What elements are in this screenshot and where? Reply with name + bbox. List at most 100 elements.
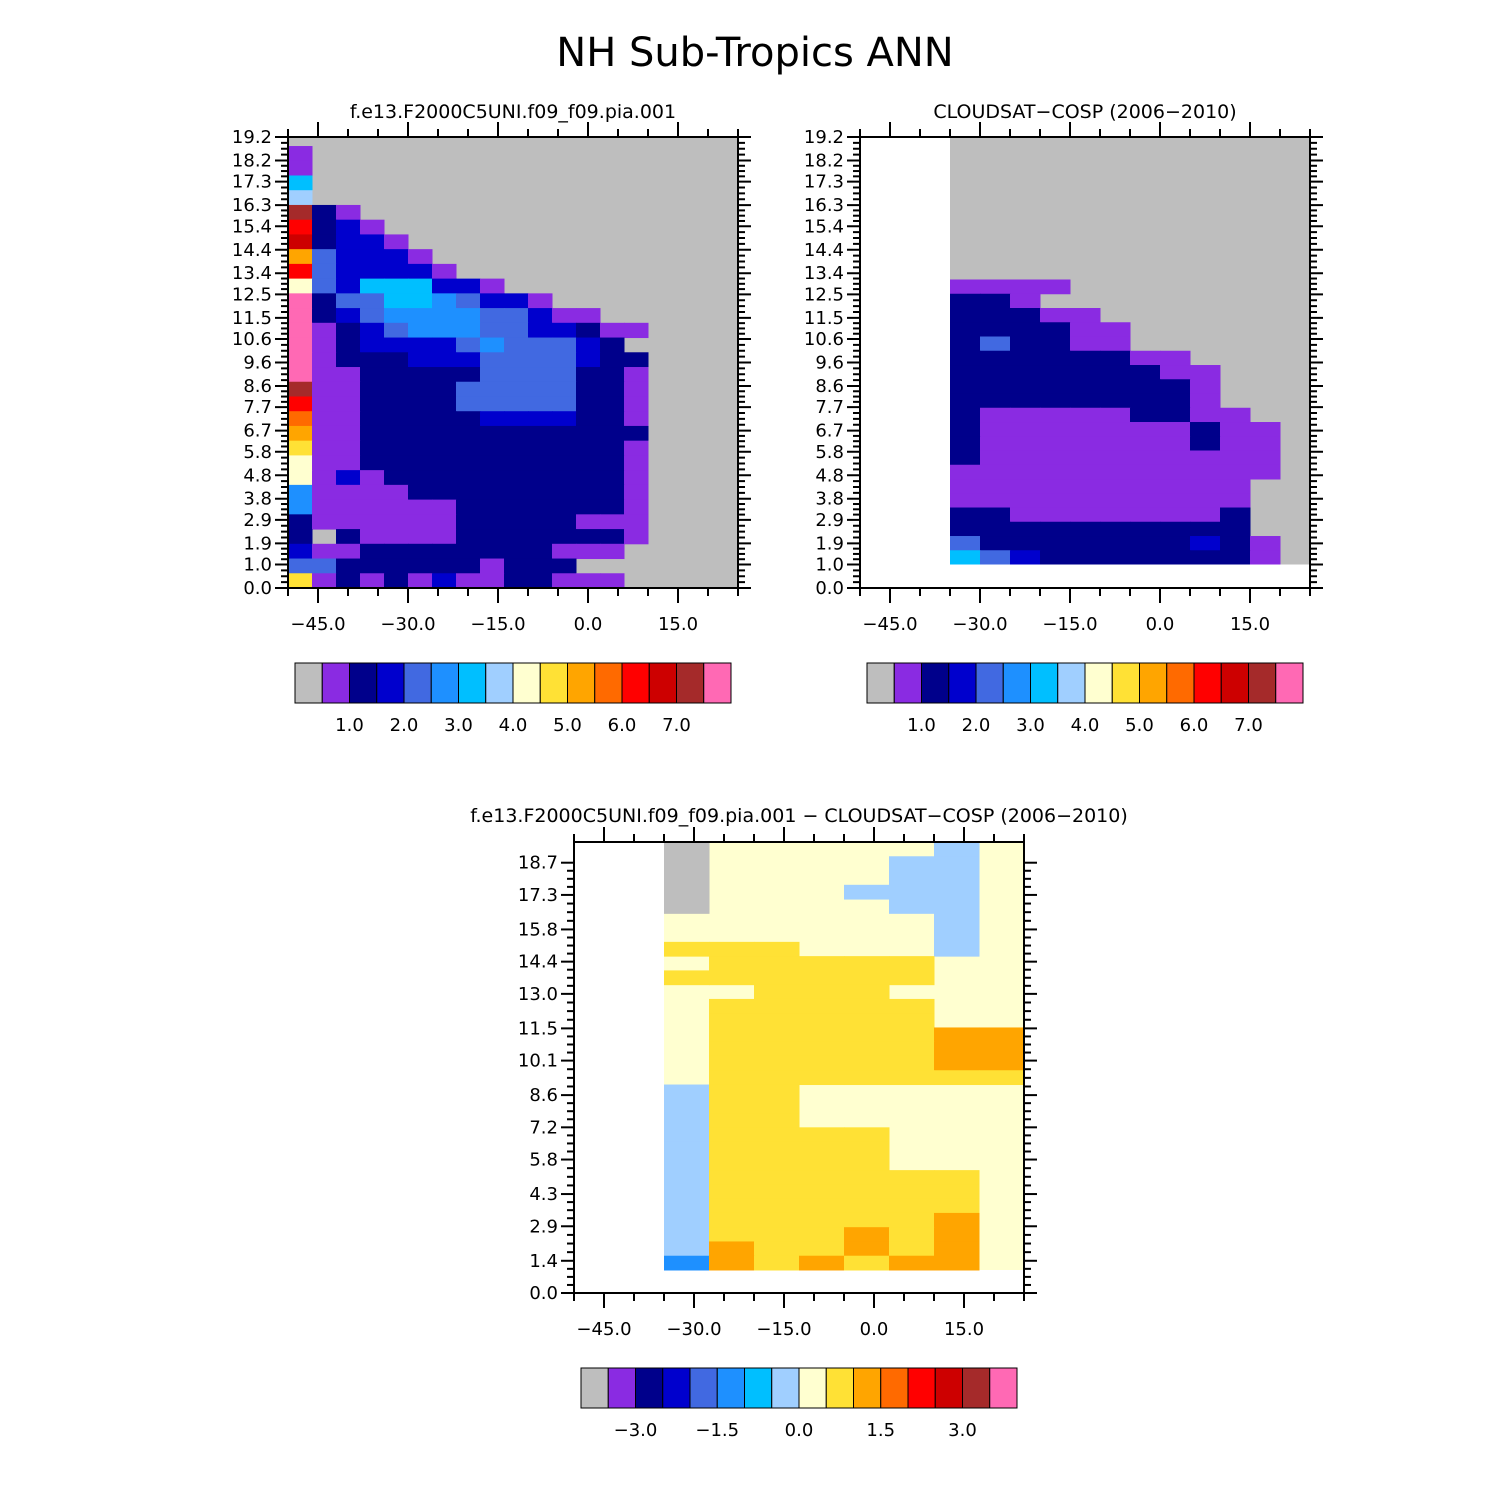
heatmap-cell (1190, 464, 1221, 480)
heatmap-cell (799, 1070, 845, 1086)
heatmap-cell (980, 393, 1011, 409)
heatmap-cell (432, 293, 457, 309)
heatmap-cell (1070, 536, 1101, 551)
heatmap-cell (844, 1212, 890, 1228)
heatmap-cell (408, 484, 433, 501)
x-tick-label: 15.0 (658, 614, 698, 635)
heatmap-cell (624, 470, 649, 486)
heatmap-cell (1130, 550, 1161, 566)
heatmap-cell (1130, 536, 1161, 551)
heatmap-cell (576, 499, 601, 515)
colorbar-swatch (1030, 662, 1059, 704)
heatmap-cell (456, 484, 481, 501)
heatmap-cell (1100, 393, 1131, 409)
heatmap-cell (1040, 422, 1071, 437)
heatmap-cell (1220, 536, 1251, 551)
heatmap-cell (600, 543, 625, 560)
heatmap-cell (384, 249, 409, 265)
heatmap-cell (624, 352, 649, 368)
heatmap-cell (1100, 422, 1131, 437)
heatmap-cell (312, 293, 337, 309)
heatmap-cell (1160, 550, 1191, 566)
colorbar-swatch (539, 662, 568, 704)
heatmap-cell (504, 381, 529, 397)
heatmap-cell (408, 499, 433, 515)
heatmap-cell (480, 529, 505, 545)
heatmap-cell (408, 308, 433, 324)
heatmap-cell (1100, 350, 1131, 366)
heatmap-cell (1220, 436, 1251, 452)
heatmap-cell (1070, 379, 1101, 395)
heatmap-cell (1010, 308, 1041, 323)
y-tick-label: 13.4 (232, 263, 272, 284)
heatmap-cell (384, 293, 409, 309)
x-tick-label: −15.0 (1042, 614, 1097, 635)
axes: −45.0 −30.0 −15.0 0.0 15.00.01.01.92.93.84.8… (804, 122, 1323, 635)
heatmap-cell (480, 440, 505, 456)
heatmap-cell (432, 322, 457, 339)
heatmap-cell (709, 1113, 755, 1128)
heatmap-cell (1040, 464, 1071, 480)
heatmap-cell (1160, 407, 1191, 423)
panel-difference: f.e13.F2000C5UNI.f09_f09.pia.001 − CLOUD… (470, 805, 1128, 1441)
heatmap-cell (889, 1255, 935, 1271)
heatmap-cell (950, 479, 981, 494)
heatmap-cell (709, 1098, 755, 1114)
y-tick-label: 2.9 (815, 510, 844, 531)
heatmap-cells (664, 842, 1025, 1271)
heatmap-cell (408, 337, 433, 353)
panel-model: f.e13.F2000C5UNI.f09_f09.pia.001 −45.0 −3… (232, 101, 751, 736)
colorbar-tick-label: 6.0 (608, 715, 637, 736)
heatmap-cell (1130, 521, 1161, 537)
heatmap-cell (1220, 507, 1251, 523)
heatmap-cell (950, 407, 981, 423)
heatmap-cell (600, 529, 625, 545)
heatmap-cell (1010, 436, 1041, 452)
heatmap-cell (1100, 536, 1131, 551)
heatmap-cell (408, 543, 433, 560)
colorbar-swatch (512, 662, 541, 704)
heatmap-cell (799, 1055, 845, 1071)
heatmap-cell (456, 573, 481, 589)
heatmap-cell (664, 842, 710, 857)
heatmap-cell (1130, 507, 1161, 523)
heatmap-cell (1250, 450, 1281, 466)
heatmap-cell (480, 558, 505, 574)
heatmap-cell (934, 1170, 980, 1185)
heatmap-cell (552, 529, 577, 545)
heatmap-cell (408, 381, 433, 397)
heatmap-cell (799, 1155, 845, 1171)
heatmap-cell (336, 249, 361, 265)
heatmap-cell (624, 499, 649, 515)
colorbar-tick-label: 3.0 (1016, 715, 1045, 736)
heatmap-cell (336, 499, 361, 515)
heatmap-cell (480, 352, 505, 368)
heatmap-cell (624, 381, 649, 397)
heatmap-cell (934, 1255, 980, 1271)
heatmap-cell (384, 308, 409, 324)
heatmap-cell (360, 455, 385, 471)
colorbar-swatch (853, 1367, 882, 1409)
heatmap-cell (288, 190, 313, 206)
y-tick-label: 1.9 (243, 533, 272, 554)
heatmap-cell (504, 440, 529, 456)
colorbar: 1.0 2.0 3.0 4.0 5.0 6.0 7.0 (294, 662, 732, 736)
heatmap-cell (1040, 393, 1071, 409)
heatmap-cell (312, 411, 337, 427)
y-tick-label: 5.8 (529, 1150, 558, 1171)
heatmap-cell (528, 425, 553, 442)
y-tick-label: 10.1 (518, 1051, 558, 1072)
heatmap-cell (360, 514, 385, 530)
heatmap-cell (844, 1127, 890, 1143)
heatmap-cell (979, 1055, 1025, 1071)
heatmap-cell (1070, 308, 1101, 323)
y-tick-label: 13.4 (804, 263, 844, 284)
heatmap-cell (312, 470, 337, 486)
heatmap-cell (1040, 479, 1071, 494)
heatmap-cell (1070, 322, 1101, 338)
y-tick-label: 8.6 (815, 376, 844, 397)
heatmap-cell (552, 352, 577, 368)
colorbar-swatch (1275, 662, 1304, 704)
heatmap-cell (1190, 393, 1221, 409)
heatmap-cell (528, 499, 553, 515)
